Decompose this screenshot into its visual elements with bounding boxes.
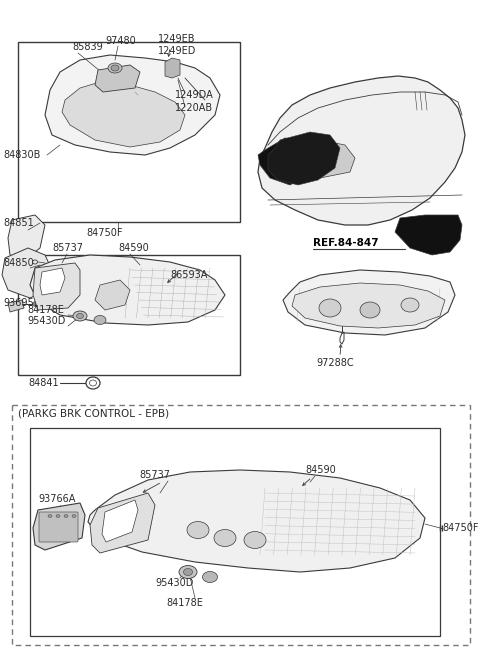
Text: 84590: 84590: [118, 243, 149, 253]
Ellipse shape: [48, 514, 52, 517]
Polygon shape: [282, 140, 355, 178]
Polygon shape: [33, 263, 80, 310]
Polygon shape: [292, 283, 445, 328]
Text: REF.84-847: REF.84-847: [313, 238, 379, 248]
FancyBboxPatch shape: [39, 512, 78, 542]
Ellipse shape: [56, 514, 60, 517]
Ellipse shape: [76, 314, 84, 318]
Polygon shape: [90, 493, 155, 553]
Ellipse shape: [360, 302, 380, 318]
Ellipse shape: [214, 529, 236, 546]
Polygon shape: [40, 268, 65, 295]
Polygon shape: [45, 55, 220, 155]
Text: 97288C: 97288C: [316, 358, 354, 368]
Polygon shape: [258, 138, 315, 185]
Ellipse shape: [73, 311, 87, 321]
Text: 1249EB: 1249EB: [158, 34, 195, 44]
Polygon shape: [268, 132, 340, 185]
Ellipse shape: [244, 531, 266, 548]
Text: 84178E: 84178E: [27, 305, 64, 315]
Ellipse shape: [179, 565, 197, 578]
Bar: [18, 255, 240, 375]
Text: 93766A: 93766A: [38, 494, 75, 504]
Text: 1249DA: 1249DA: [175, 90, 214, 100]
Text: 95430D: 95430D: [155, 578, 193, 588]
Polygon shape: [258, 76, 465, 225]
Text: 1249ED: 1249ED: [158, 46, 196, 56]
Ellipse shape: [108, 63, 122, 73]
Ellipse shape: [111, 65, 119, 71]
Ellipse shape: [187, 521, 209, 538]
Text: 84178E: 84178E: [167, 598, 204, 608]
Text: 97480: 97480: [105, 36, 136, 46]
Polygon shape: [395, 215, 462, 255]
Ellipse shape: [33, 301, 39, 307]
Ellipse shape: [401, 298, 419, 312]
Text: 95430D: 95430D: [27, 316, 65, 326]
Polygon shape: [8, 300, 24, 312]
Polygon shape: [95, 65, 140, 92]
Text: 84750F: 84750F: [442, 523, 479, 533]
Polygon shape: [165, 58, 180, 78]
Polygon shape: [95, 280, 130, 310]
Text: 84851: 84851: [3, 218, 34, 228]
Polygon shape: [62, 82, 185, 147]
Text: 84830B: 84830B: [3, 150, 40, 160]
Polygon shape: [2, 248, 52, 298]
Bar: [12, 405, 470, 645]
Text: 84750F: 84750F: [87, 228, 123, 238]
Bar: [18, 42, 240, 222]
Text: 84590: 84590: [305, 465, 336, 475]
Polygon shape: [283, 270, 455, 335]
Ellipse shape: [183, 569, 192, 576]
Text: 85839: 85839: [72, 42, 103, 52]
Ellipse shape: [64, 514, 68, 517]
Ellipse shape: [94, 316, 106, 324]
Text: 85737: 85737: [52, 243, 83, 253]
Ellipse shape: [26, 267, 38, 283]
Polygon shape: [8, 215, 45, 260]
Polygon shape: [33, 503, 85, 550]
Ellipse shape: [72, 514, 76, 517]
Text: 1220AB: 1220AB: [175, 103, 213, 113]
Text: 93695B: 93695B: [3, 298, 40, 308]
Ellipse shape: [20, 226, 36, 248]
Text: 84850: 84850: [3, 258, 34, 268]
Text: (PARKG BRK CONTROL - EPB): (PARKG BRK CONTROL - EPB): [18, 408, 169, 418]
Bar: [30, 428, 440, 636]
Text: 84841: 84841: [28, 378, 59, 388]
Polygon shape: [30, 255, 225, 325]
Ellipse shape: [203, 572, 217, 582]
Text: 86593A: 86593A: [170, 270, 207, 280]
Polygon shape: [88, 470, 425, 572]
Ellipse shape: [319, 299, 341, 317]
Polygon shape: [102, 500, 138, 542]
Text: 85737: 85737: [140, 470, 170, 480]
